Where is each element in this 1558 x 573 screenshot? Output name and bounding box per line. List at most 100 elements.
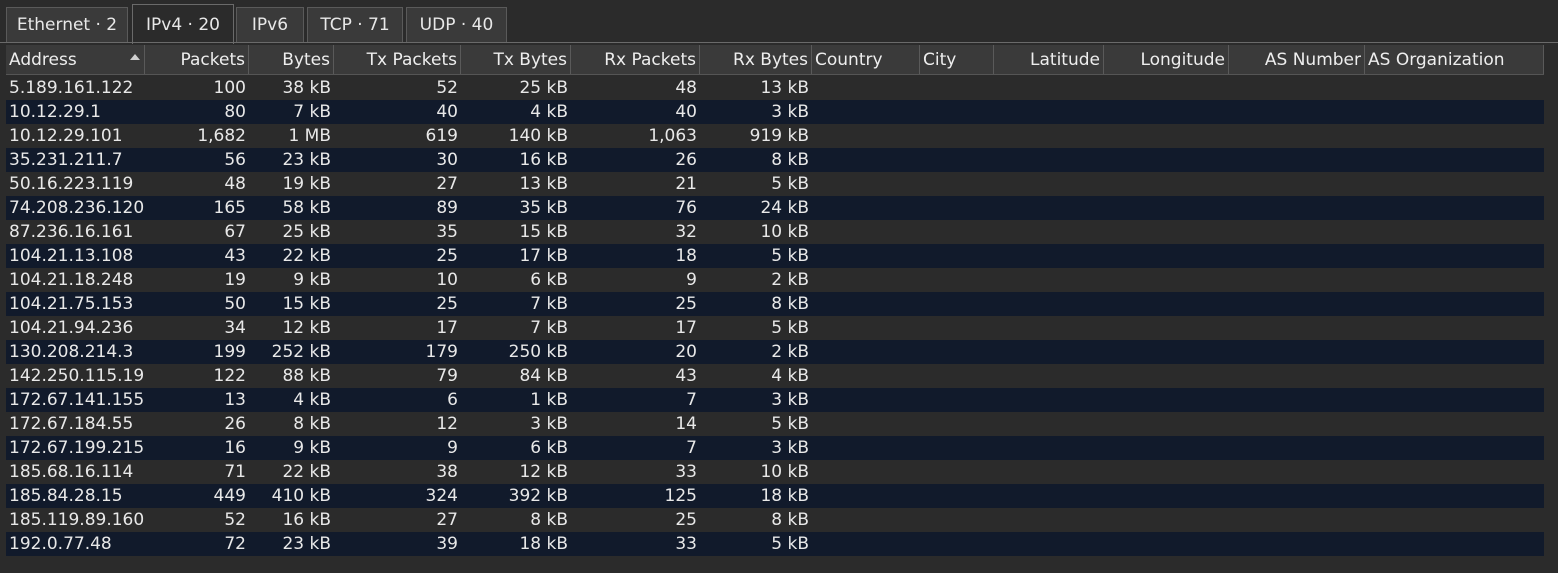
cell-as-number (1229, 364, 1365, 388)
cell-address: 104.21.18.248 (9, 270, 134, 290)
column-header-label: Tx Packets (366, 49, 457, 70)
cell-as-organization (1365, 100, 1544, 124)
cell-as-number (1229, 196, 1365, 220)
cell-packets: 67 (224, 222, 246, 242)
table-row[interactable]: 185.84.28.15 449 410 kB 324 392 kB 125 18 kB (6, 484, 1544, 508)
column-header-longitude[interactable]: Longitude (1104, 45, 1229, 74)
ipv4-endpoints-table[interactable]: Address Packets Bytes Tx Packets Tx Bytes Rx … (6, 45, 1558, 573)
table-row[interactable]: 130.208.214.3 199 252 kB 179 250 kB 20 2 kB (6, 340, 1544, 364)
cell-city (920, 244, 994, 268)
table-row[interactable]: 185.68.16.114 71 22 kB 38 12 kB 33 10 kB (6, 460, 1544, 484)
cell-as-organization (1365, 196, 1544, 220)
cell-as-organization (1365, 436, 1544, 460)
cell-bytes: 7 kB (293, 102, 331, 122)
cell-packets: 71 (224, 462, 246, 482)
cell-rx-packets: 7 (686, 438, 697, 458)
column-header-label: City (923, 49, 957, 70)
cell-packets: 50 (224, 294, 246, 314)
cell-address: 185.68.16.114 (9, 462, 134, 482)
column-header-latitude[interactable]: Latitude (994, 45, 1104, 74)
table-row[interactable]: 172.67.141.155 13 4 kB 6 1 kB 7 3 kB (6, 388, 1544, 412)
table-row[interactable]: 10.12.29.1 80 7 kB 40 4 kB 40 3 kB (6, 100, 1544, 124)
cell-tx-packets: 12 (436, 414, 458, 434)
cell-tx-bytes: 6 kB (530, 438, 568, 458)
cell-bytes: 23 kB (282, 150, 331, 170)
cell-packets: 26 (224, 414, 246, 434)
cell-tx-packets: 17 (436, 318, 458, 338)
table-row[interactable]: 142.250.115.190 122 88 kB 79 84 kB 43 4 kB (6, 364, 1544, 388)
cell-longitude (1104, 196, 1229, 220)
cell-latitude (994, 340, 1104, 364)
cell-rx-bytes: 3 kB (771, 438, 809, 458)
cell-bytes: 4 kB (293, 390, 331, 410)
column-header-tx-packets[interactable]: Tx Packets (334, 45, 461, 74)
tab-label: Ethernet · 2 (16, 15, 118, 35)
table-row[interactable]: 104.21.18.248 19 9 kB 10 6 kB 9 2 kB (6, 268, 1544, 292)
cell-address: 10.12.29.101 (9, 126, 123, 146)
table-row[interactable]: 172.67.184.55 26 8 kB 12 3 kB 14 5 kB (6, 412, 1544, 436)
cell-country (812, 268, 920, 292)
cell-rx-bytes: 2 kB (771, 342, 809, 362)
cell-tx-bytes: 3 kB (530, 414, 568, 434)
tab-udp[interactable]: UDP · 40 (406, 7, 507, 42)
column-header-as-organization[interactable]: AS Organization (1365, 45, 1544, 74)
table-row[interactable]: 104.21.13.108 43 22 kB 25 17 kB 18 5 kB (6, 244, 1544, 268)
cell-as-organization (1365, 172, 1544, 196)
table-row[interactable]: 185.119.89.160 52 16 kB 27 8 kB 25 8 kB (6, 508, 1544, 532)
tab-ethernet[interactable]: Ethernet · 2 (6, 7, 128, 42)
vertical-scrollbar[interactable] (1544, 45, 1558, 573)
table-row[interactable]: 50.16.223.119 48 19 kB 27 13 kB 21 5 kB (6, 172, 1544, 196)
cell-city (920, 100, 994, 124)
table-row[interactable]: 104.21.94.236 34 12 kB 17 7 kB 17 5 kB (6, 316, 1544, 340)
cell-tx-bytes: 8 kB (530, 510, 568, 530)
table-row[interactable]: 172.67.199.215 16 9 kB 9 6 kB 7 3 kB (6, 436, 1544, 460)
tab-label: UDP · 40 (419, 15, 494, 35)
cell-rx-packets: 43 (675, 366, 697, 386)
cell-address: 35.231.211.7 (9, 150, 123, 170)
tab-ipv6[interactable]: IPv6 (236, 7, 304, 42)
table-row[interactable]: 104.21.75.153 50 15 kB 25 7 kB 25 8 kB (6, 292, 1544, 316)
cell-latitude (994, 268, 1104, 292)
cell-latitude (994, 316, 1104, 340)
column-header-label: Packets (180, 49, 245, 70)
cell-rx-packets: 40 (675, 102, 697, 122)
cell-address: 10.12.29.1 (9, 102, 101, 122)
cell-packets: 80 (224, 102, 246, 122)
cell-address: 74.208.236.120 (9, 198, 145, 218)
cell-bytes: 22 kB (282, 462, 331, 482)
column-header-label: Rx Packets (604, 49, 696, 70)
cell-latitude (994, 508, 1104, 532)
cell-tx-bytes: 6 kB (530, 270, 568, 290)
cell-address: 130.208.214.3 (9, 342, 134, 362)
cell-tx-bytes: 7 kB (530, 318, 568, 338)
column-header-rx-packets[interactable]: Rx Packets (571, 45, 700, 74)
cell-longitude (1104, 244, 1229, 268)
cell-country (812, 220, 920, 244)
column-header-bytes[interactable]: Bytes (249, 45, 334, 74)
column-header-address[interactable]: Address (6, 45, 145, 74)
table-row[interactable]: 87.236.16.161 67 25 kB 35 15 kB 32 10 kB (6, 220, 1544, 244)
table-row[interactable]: 35.231.211.7 56 23 kB 30 16 kB 26 8 kB (6, 148, 1544, 172)
table-row[interactable]: 192.0.77.48 72 23 kB 39 18 kB 33 5 kB (6, 532, 1544, 556)
cell-country (812, 412, 920, 436)
column-header-packets[interactable]: Packets (145, 45, 249, 74)
cell-longitude (1104, 220, 1229, 244)
tab-ipv4[interactable]: IPv4 · 20 (132, 4, 234, 44)
cell-packets: 100 (213, 78, 246, 98)
cell-tx-bytes: 140 kB (508, 126, 568, 146)
column-header-label: Bytes (282, 49, 330, 70)
column-header-rx-bytes[interactable]: Rx Bytes (700, 45, 812, 74)
tab-tcp[interactable]: TCP · 71 (307, 7, 403, 42)
column-header-label: Rx Bytes (733, 49, 808, 70)
cell-as-number (1229, 148, 1365, 172)
column-header-city[interactable]: City (920, 45, 994, 74)
table-row[interactable]: 5.189.161.122 100 38 kB 52 25 kB 48 13 kB (6, 76, 1544, 100)
table-row[interactable]: 10.12.29.101 1,682 1 MB 619 140 kB 1,063 919 k… (6, 124, 1544, 148)
table-row[interactable]: 74.208.236.120 165 58 kB 89 35 kB 76 24 kB (6, 196, 1544, 220)
column-header-as-number[interactable]: AS Number (1229, 45, 1365, 74)
cell-bytes: 23 kB (282, 534, 331, 554)
cell-tx-bytes: 35 kB (519, 198, 568, 218)
column-header-tx-bytes[interactable]: Tx Bytes (461, 45, 571, 74)
column-header-country[interactable]: Country (812, 45, 920, 74)
cell-city (920, 412, 994, 436)
